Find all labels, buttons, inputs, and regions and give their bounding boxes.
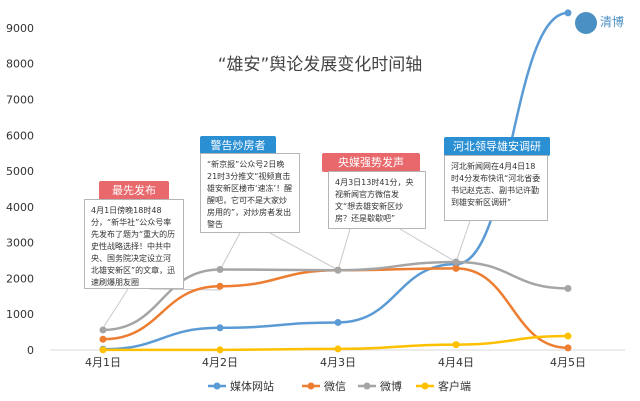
- chart-title: “雄安”舆论发展变化时间轴: [217, 55, 423, 75]
- x-tick-label: 4月5日: [550, 356, 586, 369]
- legend-label-2: 微博: [380, 379, 402, 393]
- legend-label-1: 微信: [324, 379, 346, 393]
- callout-text-first-release: 4月1日傍晚18时48分，“新华社”公众号率先发布了题为“重大的历史性战略选择！…: [84, 199, 184, 289]
- legend-marker-3: [421, 382, 429, 390]
- data-point-s0-2: [334, 318, 342, 326]
- callout-text-central-media: 4月3日13时41分，央视新闻官方微信发文“想去雄安新区炒房？还是歇歇吧”: [328, 171, 426, 229]
- y-tick-label: 4000: [6, 201, 34, 214]
- legend-marker-2: [363, 382, 371, 390]
- callout-tag-first-release: 最先发布: [99, 181, 169, 200]
- data-point-s1-4: [564, 344, 572, 352]
- y-tick-label: 8000: [6, 58, 34, 71]
- y-tick-label: 7000: [6, 93, 34, 106]
- legend-marker-0: [213, 382, 221, 390]
- data-point-s0-1: [216, 324, 224, 332]
- callout-connector-3: [269, 232, 339, 271]
- x-tick-label: 4月1日: [85, 356, 121, 369]
- callout-text-warn-speculators: “新京报”公众号2日晚21时3分推文“视频直击雄安新区楼市‘速冻’！醒醒吧，它可…: [200, 153, 300, 233]
- logo-text: 清博: [600, 15, 625, 29]
- y-tick-label: 3000: [6, 237, 34, 250]
- data-point-s2-2: [334, 266, 342, 274]
- y-tick-label: 1000: [6, 308, 34, 321]
- data-point-s2-4: [564, 284, 572, 292]
- callout-connector-2: [219, 232, 241, 271]
- callout-connector-0: [102, 288, 129, 329]
- callout-tag-warn-speculators: 警告炒房者: [200, 136, 276, 155]
- y-tick-label: 5000: [6, 165, 34, 178]
- y-tick-label: 6000: [6, 129, 34, 142]
- callout-connector-1: [149, 288, 221, 291]
- legend-label-3: 客户端: [438, 379, 471, 393]
- data-point-s2-1: [216, 265, 224, 273]
- data-point-s3-1: [216, 346, 224, 354]
- data-point-s2-0: [99, 326, 107, 334]
- legend-label-0: 媒体网站: [230, 379, 274, 393]
- logo: 清博: [575, 8, 637, 38]
- data-point-s1-0: [99, 335, 107, 343]
- data-point-s3-2: [334, 345, 342, 353]
- callout-connector-6: [455, 220, 471, 263]
- data-point-s2-3: [452, 258, 460, 266]
- data-point-s1-3: [452, 264, 460, 272]
- data-point-s3-0: [99, 346, 107, 354]
- callout-tag-hebei-leaders: 河北领导雄安调研: [444, 137, 550, 156]
- data-point-s0-4: [564, 9, 572, 17]
- y-tick-label: 0: [27, 344, 34, 357]
- x-tick-label: 4月2日: [202, 356, 238, 369]
- x-tick-label: 4月4日: [438, 356, 474, 369]
- legend-marker-1: [307, 382, 315, 390]
- data-point-s1-1: [216, 282, 224, 290]
- qingbo-logo-icon: [575, 12, 597, 34]
- y-tick-label: 2000: [6, 272, 34, 285]
- x-tick-label: 4月3日: [320, 356, 356, 369]
- data-point-s3-4: [564, 332, 572, 340]
- callout-connector-4: [337, 228, 351, 271]
- callout-text-hebei-leaders: 河北新闻网在4月4日18时4分发布快讯“河北省委书记赵克志、副书记许勤到雄安新区…: [444, 155, 548, 221]
- data-point-s3-3: [452, 341, 460, 349]
- y-tick-label: 9000: [6, 22, 34, 35]
- callout-tag-central-media: 央媒强势发声: [322, 153, 420, 172]
- callout-connector-5: [399, 228, 457, 263]
